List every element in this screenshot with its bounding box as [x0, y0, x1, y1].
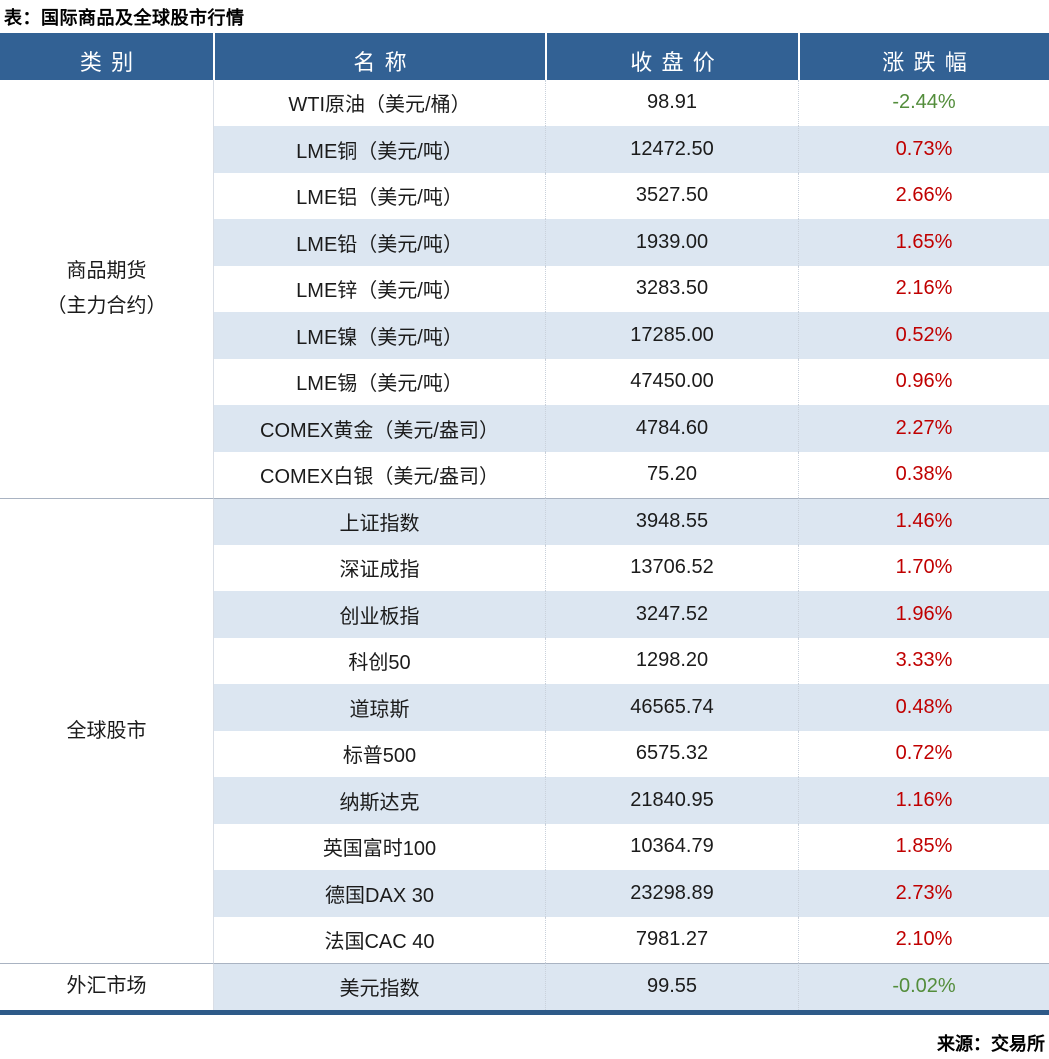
row-change-cell: 1.96% — [798, 591, 1049, 638]
row-name-cell: LME镍（美元/吨） — [213, 312, 545, 359]
category-cell: 商品期货 （主力合约） — [0, 79, 213, 498]
row-close-cell: 3527.50 — [545, 172, 798, 219]
row-name-cell: 科创50 — [213, 637, 545, 684]
row-close-cell: 21840.95 — [545, 777, 798, 824]
row-change-cell: 2.73% — [798, 870, 1049, 917]
row-change-cell: 1.70% — [798, 544, 1049, 591]
row-name-cell: 深证成指 — [213, 544, 545, 591]
row-close-cell: 12472.50 — [545, 126, 798, 173]
row-close-cell: 4784.60 — [545, 405, 798, 452]
category-line: （主力合约） — [46, 294, 167, 317]
row-change-cell: 0.72% — [798, 730, 1049, 777]
row-change-cell: 2.66% — [798, 172, 1049, 219]
row-change-cell: 0.96% — [798, 358, 1049, 405]
row-close-cell: 7981.27 — [545, 916, 798, 963]
row-close-cell: 98.91 — [545, 79, 798, 126]
row-name-cell: COMEX黄金（美元/盎司） — [213, 405, 545, 452]
category-line: 外汇市场 — [66, 975, 147, 998]
category-line: 商品期货 — [66, 259, 147, 282]
row-name-cell: 道琼斯 — [213, 684, 545, 731]
row-close-cell: 1298.20 — [545, 637, 798, 684]
row-name-cell: LME锡（美元/吨） — [213, 358, 545, 405]
row-close-cell: 6575.32 — [545, 730, 798, 777]
row-name-cell: 法国CAC 40 — [213, 916, 545, 963]
source-note: 来源：交易所 — [937, 1034, 1045, 1054]
row-close-cell: 13706.52 — [545, 544, 798, 591]
row-close-cell: 10364.79 — [545, 823, 798, 870]
page-title: 表：国际商品及全球股市行情 — [4, 8, 245, 28]
row-change-cell: -0.02% — [798, 963, 1049, 1010]
market-table: 类别 名称 收盘价 涨跌幅 商品期货 （主力合约） WTI原油（美元/桶） 98.91… — [0, 33, 1049, 1015]
row-change-cell: 3.33% — [798, 637, 1049, 684]
row-change-cell: 0.38% — [798, 451, 1049, 498]
row-name-cell: LME铜（美元/吨） — [213, 126, 545, 173]
row-close-cell: 1939.00 — [545, 219, 798, 266]
category-cell: 外汇市场 — [0, 963, 213, 1010]
row-change-cell: 0.48% — [798, 684, 1049, 731]
row-change-cell: 1.85% — [798, 823, 1049, 870]
row-name-cell: 美元指数 — [213, 963, 545, 1010]
row-name-cell: 上证指数 — [213, 498, 545, 545]
row-close-cell: 23298.89 — [545, 870, 798, 917]
row-change-cell: -2.44% — [798, 79, 1049, 126]
row-name-cell: 德国DAX 30 — [213, 870, 545, 917]
row-close-cell: 99.55 — [545, 963, 798, 1010]
row-close-cell: 17285.00 — [545, 312, 798, 359]
row-close-cell: 3283.50 — [545, 265, 798, 312]
row-change-cell: 2.16% — [798, 265, 1049, 312]
row-name-cell: 纳斯达克 — [213, 777, 545, 824]
row-name-cell: 标普500 — [213, 730, 545, 777]
category-line: 全球股市 — [66, 719, 147, 742]
row-change-cell: 0.73% — [798, 126, 1049, 173]
row-name-cell: LME铅（美元/吨） — [213, 219, 545, 266]
row-close-cell: 75.20 — [545, 451, 798, 498]
row-name-cell: LME铝（美元/吨） — [213, 172, 545, 219]
row-change-cell: 0.52% — [798, 312, 1049, 359]
row-change-cell: 2.10% — [798, 916, 1049, 963]
row-name-cell: WTI原油（美元/桶） — [213, 79, 545, 126]
row-change-cell: 2.27% — [798, 405, 1049, 452]
row-close-cell: 46565.74 — [545, 684, 798, 731]
row-change-cell: 1.65% — [798, 219, 1049, 266]
row-close-cell: 47450.00 — [545, 358, 798, 405]
row-name-cell: LME锌（美元/吨） — [213, 265, 545, 312]
row-change-cell: 1.16% — [798, 777, 1049, 824]
row-name-cell: 创业板指 — [213, 591, 545, 638]
row-name-cell: 英国富时100 — [213, 823, 545, 870]
row-change-cell: 1.46% — [798, 498, 1049, 545]
row-name-cell: COMEX白银（美元/盎司） — [213, 451, 545, 498]
category-cell: 全球股市 — [0, 498, 213, 963]
row-close-cell: 3247.52 — [545, 591, 798, 638]
row-close-cell: 3948.55 — [545, 498, 798, 545]
